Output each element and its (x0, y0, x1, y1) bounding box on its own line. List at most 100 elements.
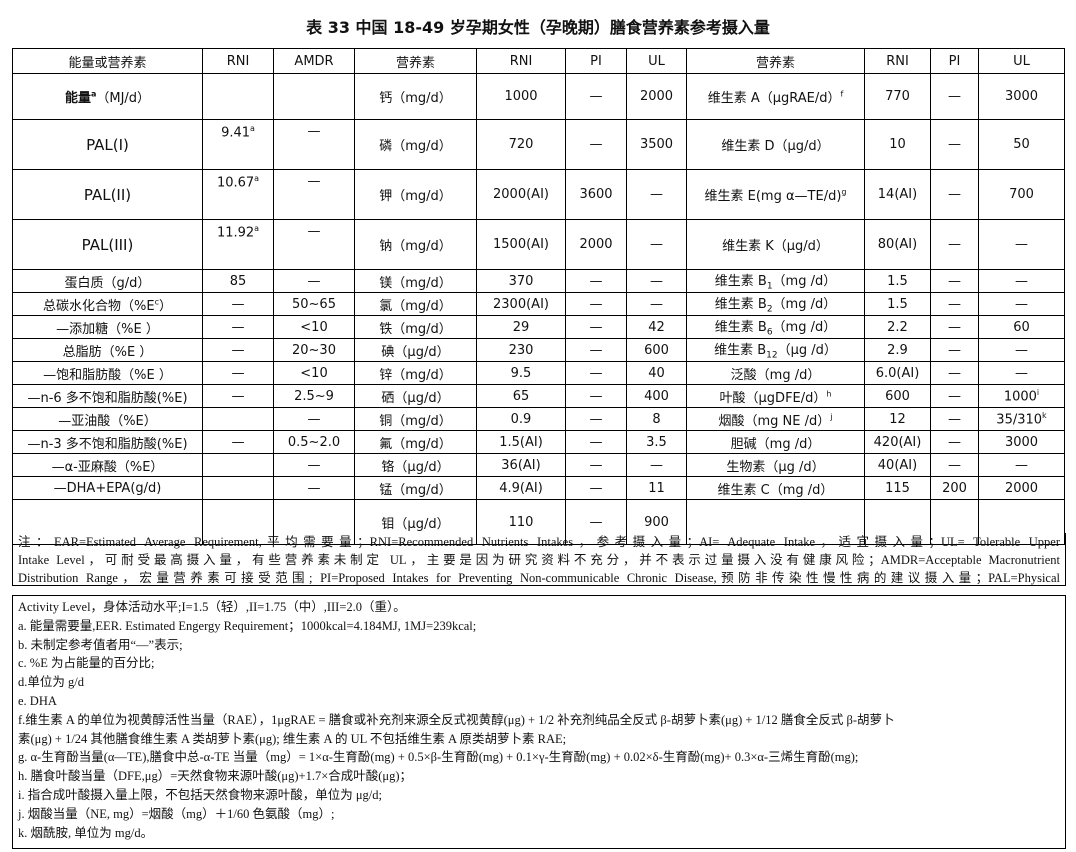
cell-text: 80(AI) (877, 237, 918, 252)
table-cell: PAL(III) (12, 219, 203, 270)
table-cell: 蛋白质（g/d） (12, 269, 203, 293)
cell-text: 1500(AI) (493, 237, 549, 252)
cell-text: 总脂肪（%E ） (62, 344, 153, 360)
cell-text: 维生素 B (714, 274, 767, 290)
cell-text: 370 (508, 273, 534, 289)
table-cell: — (930, 407, 979, 431)
table-row: —饱和脂肪酸（%E ） — <10 锌（mg/d） 9.5 — 40 泛酸（mg /d） 6.0… (12, 361, 1065, 385)
table-cell: 65 (476, 384, 566, 408)
table-cell: 6.0(AI) (864, 361, 931, 385)
cell-text: — (948, 89, 961, 104)
table-cell: 氟（mg/d） (354, 430, 477, 454)
table-cell: 维生素 B2（mg /d） (686, 292, 865, 316)
table-cell: 0.5~2.0 (273, 430, 355, 454)
table-cell: — (202, 430, 274, 454)
column-header: 能量或营养素 (12, 48, 203, 74)
cell-text: — (948, 137, 961, 152)
table-cell: 1.5(AI) (476, 430, 566, 454)
cell-text: 6.0(AI) (875, 365, 920, 381)
table-cell: — (930, 430, 979, 454)
table-row: —n-6 多不饱和脂肪酸(%E) — 2.5~9 硒（μg/d） 65 — 400 叶酸（μg… (12, 384, 1065, 408)
cell-text: — (650, 457, 663, 473)
table-cell: — (565, 269, 627, 293)
cell-text: PAL(I) (86, 135, 129, 154)
subscript: 12 (766, 350, 778, 361)
cell-text: 200 (942, 480, 967, 496)
footnote-line: 素(μg) + 1/24 其他膳食维生素 A 类胡萝卜素(μg); 维生素 A … (18, 731, 567, 746)
table-cell: 29 (476, 315, 566, 339)
table-cell: — (930, 169, 979, 220)
cell-text: — (307, 224, 321, 239)
table-cell: 10.67a (202, 169, 274, 220)
cell-text: — (231, 296, 245, 312)
table-cell: 维生素 K（μg/d） (686, 219, 865, 270)
column-header: RNI (476, 48, 566, 74)
table-cell: 11 (626, 476, 687, 500)
cell-text: 0.5~2.0 (287, 434, 341, 450)
cell-text: 叶酸（μgDFE/d） (719, 390, 827, 406)
table-cell: — (565, 292, 627, 316)
cell-text: 720 (508, 137, 534, 152)
cell-text: — (589, 319, 603, 335)
table-cell: — (565, 499, 627, 545)
cell-text: — (948, 365, 961, 381)
cell-text: 400 (644, 388, 669, 404)
unit-text: （mg /d） (772, 320, 837, 336)
cell-text: —α-亚麻酸（%E） (51, 459, 164, 475)
table-cell (273, 499, 355, 545)
cell-text: — (948, 434, 961, 450)
table-cell: 叶酸（μgDFE/d）h (686, 384, 865, 408)
table-cell: — (565, 361, 627, 385)
table-cell (202, 499, 274, 545)
cell-text: 115 (885, 480, 910, 496)
table-cell: 维生素 D（μg/d） (686, 119, 865, 170)
cell-text: — (589, 480, 603, 496)
cell-text: 1000 (1003, 389, 1037, 405)
table-cell: 80(AI) (864, 219, 931, 270)
table-cell: 维生素 A（μgRAE/d）f (686, 73, 865, 120)
table-cell: <10 (273, 315, 355, 339)
column-header: PI (565, 48, 627, 74)
cell-text: — (1015, 365, 1028, 381)
table-cell: 2.5~9 (273, 384, 355, 408)
cell-text: 维生素 E(mg α—TE/d) (704, 189, 842, 204)
table-cell (12, 499, 203, 545)
footnote-line: h. 膳食叶酸当量（DFE,μg）=天然食物来源叶酸(μg)+1.7×合成叶酸(… (18, 769, 413, 784)
table-cell: 3000 (978, 73, 1065, 120)
cell-text: — (589, 514, 603, 530)
cell-text: — (231, 319, 245, 335)
cell-text: 维生素 A（μgRAE/d） (707, 91, 841, 106)
footnote-marker: a (254, 224, 260, 233)
unit-text: （MJ/d） (96, 91, 151, 106)
table-row: PAL(III) 11.92a — 钠（mg/d） 1500(AI) 2000 — 维生素 K… (12, 219, 1065, 270)
table-cell (864, 499, 931, 545)
unit-text: （mg /d） (772, 297, 837, 313)
cell-text: 3500 (639, 137, 674, 152)
table-cell: 3000 (978, 430, 1065, 454)
table-cell: 1000 (476, 73, 566, 120)
table-cell: — (202, 338, 274, 362)
table-cell: 60 (978, 315, 1065, 339)
cell-text: 2.5~9 (294, 388, 334, 404)
column-header: PI (930, 48, 979, 74)
cell-text: — (589, 296, 603, 312)
table-cell: 钾（mg/d） (354, 169, 477, 220)
table-cell (978, 499, 1065, 545)
table-cell: 维生素 B6（mg /d） (686, 315, 865, 339)
cell-text: 600 (644, 342, 669, 358)
table-cell: 钙（mg/d） (354, 73, 477, 120)
cell-text: 20~30 (292, 342, 336, 358)
table-cell: 370 (476, 269, 566, 293)
table-cell: — (930, 73, 979, 120)
table-cell: — (626, 219, 687, 270)
table-cell: 4.9(AI) (476, 476, 566, 500)
table-cell: 2000 (978, 476, 1065, 500)
cell-text: PAL(II) (83, 185, 132, 204)
table-cell: 3600 (565, 169, 627, 220)
cell-text: — (1015, 342, 1028, 358)
cell-text: 铜（mg/d） (379, 413, 452, 429)
table-cell: — (565, 315, 627, 339)
footnote-line: d.单位为 g/d (18, 675, 84, 690)
cell-text: 硒（μg/d） (381, 390, 450, 406)
table-cell: 12 (864, 407, 931, 431)
